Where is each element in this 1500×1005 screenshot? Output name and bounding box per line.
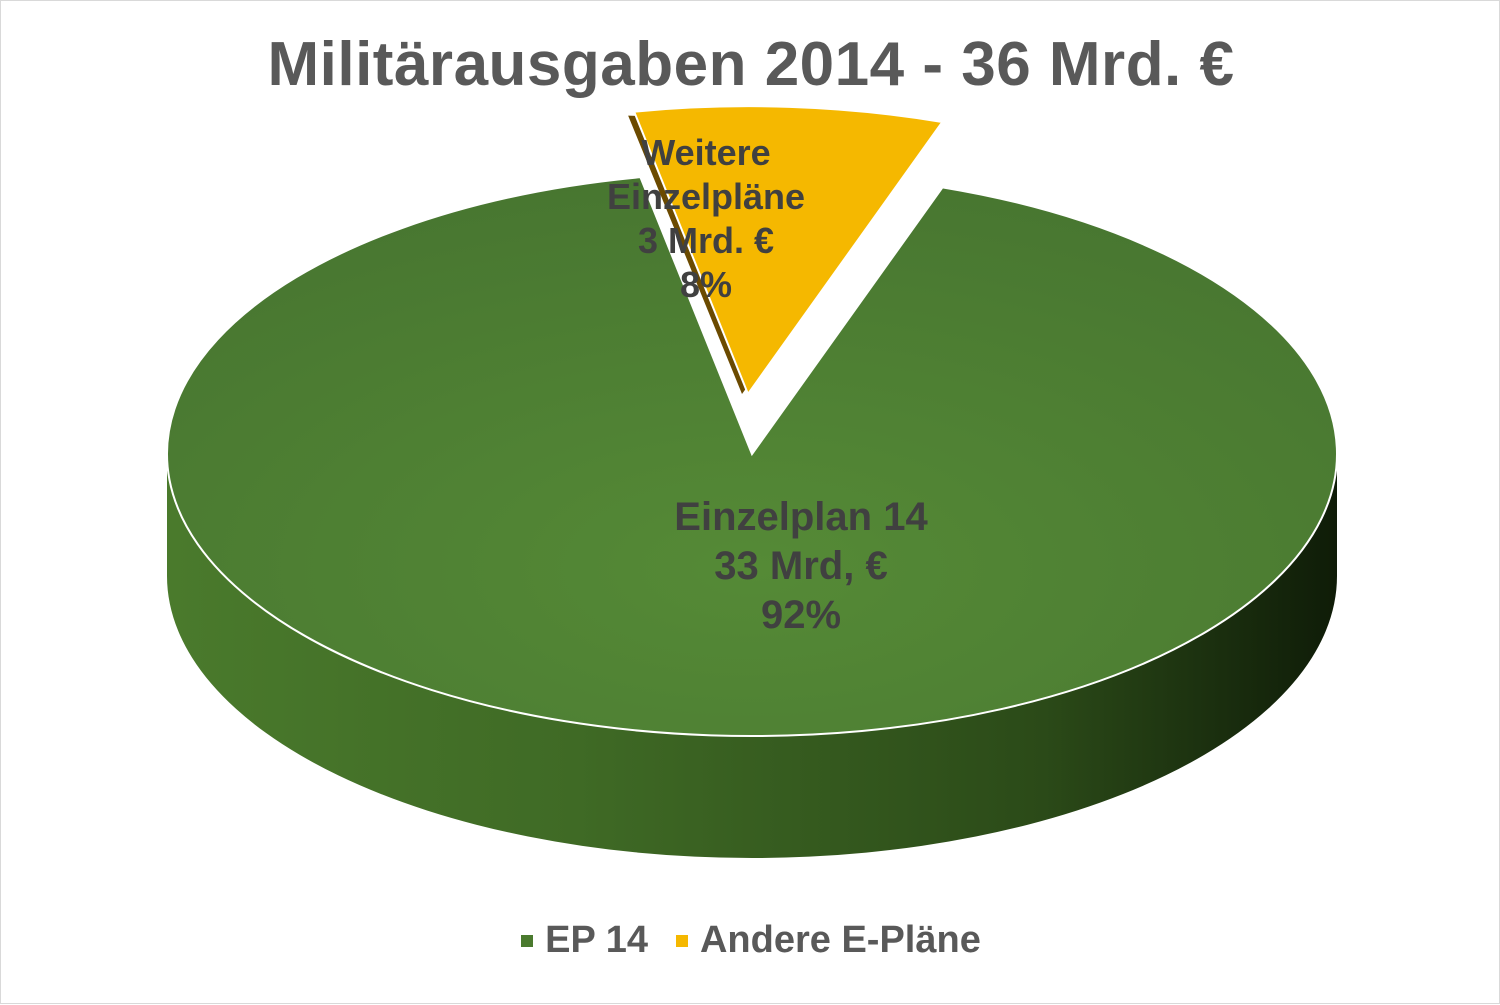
slice-top-ep14 (166, 176, 1338, 737)
slice-label-ep14-line2: 33 Mrd, € (714, 543, 888, 588)
slice-side-ep14 (167, 454, 1337, 858)
slice-label-ep14-line3: 92% (760, 592, 842, 637)
legend-swatch-ep14 (521, 934, 534, 947)
slice-label-other-line1: Weitere (641, 132, 771, 173)
slice-label-other-line4: 8% (679, 263, 733, 305)
legend-label-other: Andere E-Pläne (699, 919, 981, 961)
slice-label-other-line3: 3 Mrd. € (637, 219, 775, 261)
chart-legend: EP 14 Andere E-Pläne (1, 919, 1500, 962)
slice-label-ep14-line1: Einzelplan 14 (674, 495, 928, 539)
chart-title: Militärausgaben 2014 - 36 Mrd. € (267, 30, 1235, 99)
slice-label-other: Weitere Einzelpläne 3 Mrd. € 8% (561, 131, 851, 307)
slice-top-other (632, 105, 945, 397)
legend-item-other: Andere E-Pläne (675, 919, 981, 962)
legend-label-ep14: EP 14 (545, 919, 648, 961)
slice-label-other-line2: Einzelpläne (606, 175, 806, 217)
legend-item-ep14: EP 14 (521, 919, 648, 962)
legend-swatch-other (675, 934, 688, 947)
slice-label-ep14: Einzelplan 14 33 Mrd, € 92% (601, 493, 1001, 639)
